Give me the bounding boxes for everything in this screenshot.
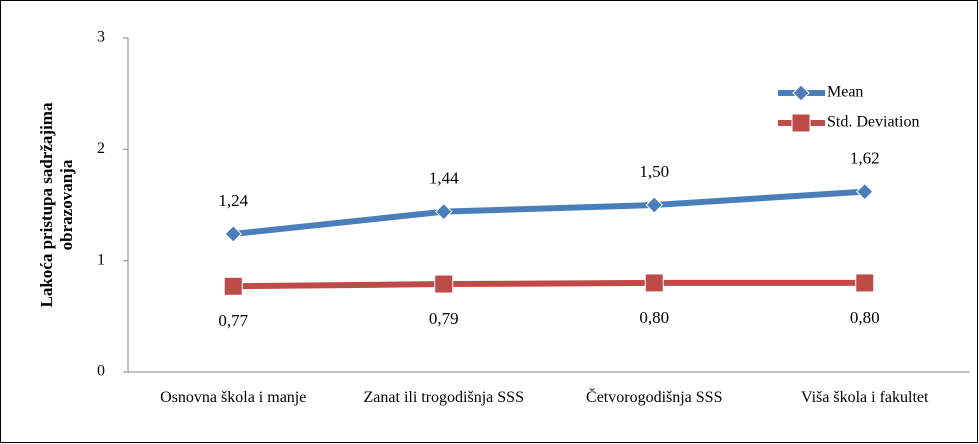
value-label: 0,80 — [639, 308, 669, 327]
x-tick-label: Viša škola i fakultet — [801, 389, 929, 406]
series-line — [233, 279, 865, 290]
value-label: 1,24 — [218, 191, 248, 210]
marker — [223, 276, 243, 296]
value-label: 0,79 — [429, 309, 459, 328]
marker — [855, 273, 875, 293]
marker — [792, 84, 810, 102]
value-label: 1,62 — [850, 149, 880, 168]
value-label: 0,77 — [218, 311, 248, 330]
x-tick-label: Zanat ili trogodišnja SSS — [364, 389, 524, 406]
value-label: 0,80 — [850, 308, 880, 327]
marker — [435, 202, 453, 221]
legend-label: Mean — [827, 84, 863, 101]
x-tick-label: Četvorogodišnja SSS — [586, 387, 722, 406]
value-label: 1,44 — [429, 169, 459, 188]
x-tick-label: Osnovna škola i manje — [160, 389, 306, 406]
marker — [644, 273, 664, 293]
legend-label: Std. Deviation — [827, 114, 919, 131]
marker — [645, 196, 663, 214]
series-line — [232, 188, 865, 237]
marker — [224, 225, 242, 243]
value-label: 1,50 — [639, 162, 669, 181]
y-tick-label: 3 — [97, 29, 105, 46]
y-tick-label: 2 — [97, 140, 105, 157]
marker — [791, 113, 811, 133]
y-axis-label: Lakoća pristupa sadržajimaobrazovanja — [37, 102, 76, 307]
y-tick-label: 0 — [97, 363, 105, 380]
marker — [434, 274, 454, 294]
marker — [856, 182, 874, 201]
y-tick-label: 1 — [97, 251, 105, 268]
